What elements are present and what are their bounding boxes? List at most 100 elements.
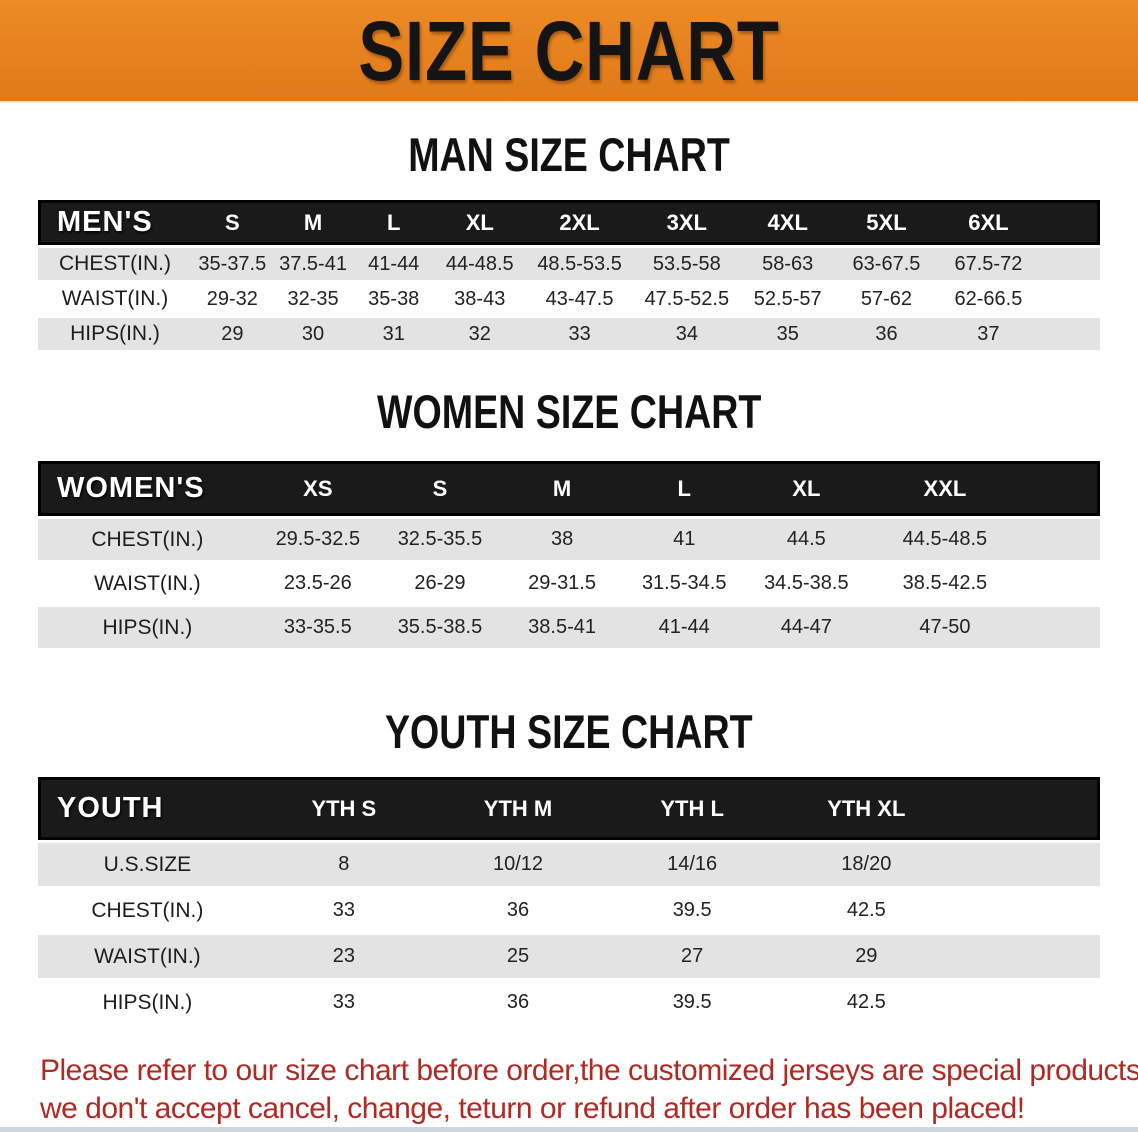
column-header: XL bbox=[745, 461, 868, 516]
size-value: 37.5-41 bbox=[279, 252, 347, 275]
size-value: 27 bbox=[681, 945, 704, 967]
table-row: WAIST(IN.) 23 25 27 29 bbox=[38, 935, 1100, 978]
size-value: 33 bbox=[332, 899, 355, 921]
size-value: 33 bbox=[332, 991, 355, 1013]
youth-size-section: YOUTH SIZE CHART YOUTH YTH S YTH M YTH L YTH… bbox=[0, 707, 1138, 1027]
size-value: 29 bbox=[221, 322, 244, 345]
size-value: 53.5-58 bbox=[652, 252, 721, 275]
size-value: 35.5-38.5 bbox=[397, 616, 483, 638]
youth-size-table: YOUTH YTH S YTH M YTH L YTH XL U.S.SIZE 8 10/12… bbox=[38, 774, 1100, 1027]
column-header: XXL bbox=[867, 461, 1023, 516]
size-value: 29.5-32.5 bbox=[275, 528, 361, 550]
size-value: 58-63 bbox=[762, 252, 814, 275]
women-size-table: WOMEN'S XS S M L XL XXL CHEST(IN.) 29.5-32.5 32.5… bbox=[38, 458, 1100, 651]
size-value: 10/12 bbox=[492, 853, 544, 875]
youth-table-wrap: YOUTH YTH S YTH M YTH L YTH XL U.S.SIZE 8 10/12… bbox=[38, 774, 1100, 1027]
disclaimer-line-2: we don't accept cancel, change, teturn o… bbox=[40, 1092, 1025, 1125]
men-section-heading: MAN SIZE CHART bbox=[0, 130, 1138, 180]
size-value: 32.5-35.5 bbox=[397, 528, 483, 550]
youth-section-heading: YOUTH SIZE CHART bbox=[0, 707, 1138, 757]
table-row: CHEST(IN.) 35-37.5 37.5-41 41-44 44-48.5 48.5… bbox=[38, 248, 1100, 280]
size-chart-banner: SIZE CHART bbox=[0, 0, 1138, 103]
size-value: 36 bbox=[875, 322, 898, 345]
table-header-row: WOMEN'S XS S M L XL XXL bbox=[38, 461, 1100, 516]
men-table-wrap: MEN'S S M L XL 2XL 3XL 4XL 5XL 6XL CHEST(IN.) 35-37… bbox=[38, 197, 1100, 353]
size-value: 43-47.5 bbox=[545, 287, 614, 310]
size-value: 42.5 bbox=[846, 899, 886, 921]
row-spacer bbox=[953, 981, 1100, 1024]
banner-title: SIZE CHART bbox=[358, 3, 780, 98]
column-header: XL bbox=[434, 200, 526, 245]
table-row: WAIST(IN.) 23.5-26 26-29 29-31.5 31.5-34.5 34… bbox=[38, 563, 1100, 604]
women-section-heading-text: WOMEN SIZE CHART bbox=[376, 385, 762, 438]
table-row: CHEST(IN.) 29.5-32.5 32.5-35.5 38 41 44.5 44.5… bbox=[38, 519, 1100, 560]
row-spacer bbox=[1022, 607, 1100, 648]
size-value: 57-62 bbox=[860, 287, 913, 310]
size-value: 25 bbox=[506, 945, 530, 967]
size-value: 14/16 bbox=[667, 853, 718, 875]
women-table-wrap: WOMEN'S XS S M L XL XXL CHEST(IN.) 29.5-32.5 32.5… bbox=[38, 458, 1100, 651]
row-label: WAIST(IN.) bbox=[94, 571, 201, 595]
size-value: 38.5-42.5 bbox=[902, 572, 988, 594]
table-label: YOUTH bbox=[38, 777, 257, 840]
size-value: 63-67.5 bbox=[852, 252, 921, 275]
column-header: YTH XL bbox=[779, 777, 954, 840]
row-spacer bbox=[1039, 248, 1100, 280]
table-row: HIPS(IN.) 33-35.5 35.5-38.5 38.5-41 41-44 44-… bbox=[38, 607, 1100, 648]
row-label: HIPS(IN.) bbox=[102, 990, 193, 1014]
header-spacer bbox=[1022, 461, 1100, 516]
size-value: 33 bbox=[568, 322, 591, 345]
row-spacer bbox=[953, 889, 1100, 932]
row-label: CHEST(IN.) bbox=[91, 898, 204, 922]
size-value: 44-48.5 bbox=[445, 252, 514, 275]
row-spacer bbox=[953, 843, 1100, 886]
size-value: 44-47 bbox=[780, 616, 832, 638]
size-value: 29 bbox=[855, 945, 878, 967]
size-value: 38.5-41 bbox=[528, 616, 596, 638]
size-value: 41-44 bbox=[658, 616, 710, 638]
size-value: 23 bbox=[332, 945, 355, 967]
women-section-heading: WOMEN SIZE CHART bbox=[0, 387, 1138, 437]
size-value: 36 bbox=[506, 991, 530, 1013]
row-spacer bbox=[1022, 519, 1100, 560]
size-value: 29-31.5 bbox=[528, 572, 596, 594]
size-value: 67.5-72 bbox=[954, 252, 1023, 275]
header-spacer bbox=[953, 777, 1100, 840]
size-value: 18/20 bbox=[841, 853, 892, 875]
size-value: 34.5-38.5 bbox=[764, 572, 849, 594]
size-value: 41 bbox=[673, 528, 696, 550]
table-row: HIPS(IN.) 29 30 31 32 33 34 35 36 37 bbox=[38, 318, 1100, 350]
row-label: HIPS(IN.) bbox=[102, 615, 193, 639]
size-value: 37 bbox=[977, 322, 1000, 345]
row-spacer bbox=[953, 935, 1100, 978]
size-value: 31 bbox=[382, 322, 405, 345]
column-header: 5XL bbox=[835, 200, 938, 245]
size-value: 47-50 bbox=[919, 616, 971, 638]
row-label: HIPS(IN.) bbox=[70, 322, 160, 345]
column-header: XS bbox=[256, 461, 379, 516]
men-size-section: MAN SIZE CHART MEN'S S M L XL 2XL 3XL 4XL 5XL 6XL… bbox=[0, 130, 1138, 353]
disclaimer: Please refer to our size chart before or… bbox=[40, 1052, 1138, 1128]
column-header: YTH M bbox=[430, 777, 606, 840]
header-spacer bbox=[1039, 200, 1100, 245]
size-value: 30 bbox=[301, 322, 325, 345]
table-row: WAIST(IN.) 29-32 32-35 35-38 38-43 43-47.5 47.… bbox=[38, 283, 1100, 315]
row-label: WAIST(IN.) bbox=[94, 944, 201, 968]
column-header: L bbox=[353, 200, 435, 245]
column-header: S bbox=[191, 200, 273, 245]
men-section-heading-text: MAN SIZE CHART bbox=[408, 128, 730, 181]
size-value: 33-35.5 bbox=[283, 616, 352, 638]
column-header: 3XL bbox=[633, 200, 740, 245]
table-header-row: YOUTH YTH S YTH M YTH L YTH XL bbox=[38, 777, 1100, 840]
size-value: 32 bbox=[468, 322, 491, 345]
column-header: YTH S bbox=[256, 777, 431, 840]
row-label: CHEST(IN.) bbox=[91, 527, 204, 551]
size-value: 34 bbox=[675, 322, 698, 345]
size-value: 23.5-26 bbox=[283, 572, 352, 594]
table-row: HIPS(IN.) 33 36 39.5 42.5 bbox=[38, 981, 1100, 1024]
table-row: U.S.SIZE 8 10/12 14/16 18/20 bbox=[38, 843, 1100, 886]
disclaimer-line-1: Please refer to our size chart before or… bbox=[40, 1054, 1138, 1087]
size-value: 41-44 bbox=[368, 252, 420, 275]
men-size-table: MEN'S S M L XL 2XL 3XL 4XL 5XL 6XL CHEST(IN.) 35-37… bbox=[38, 197, 1100, 353]
